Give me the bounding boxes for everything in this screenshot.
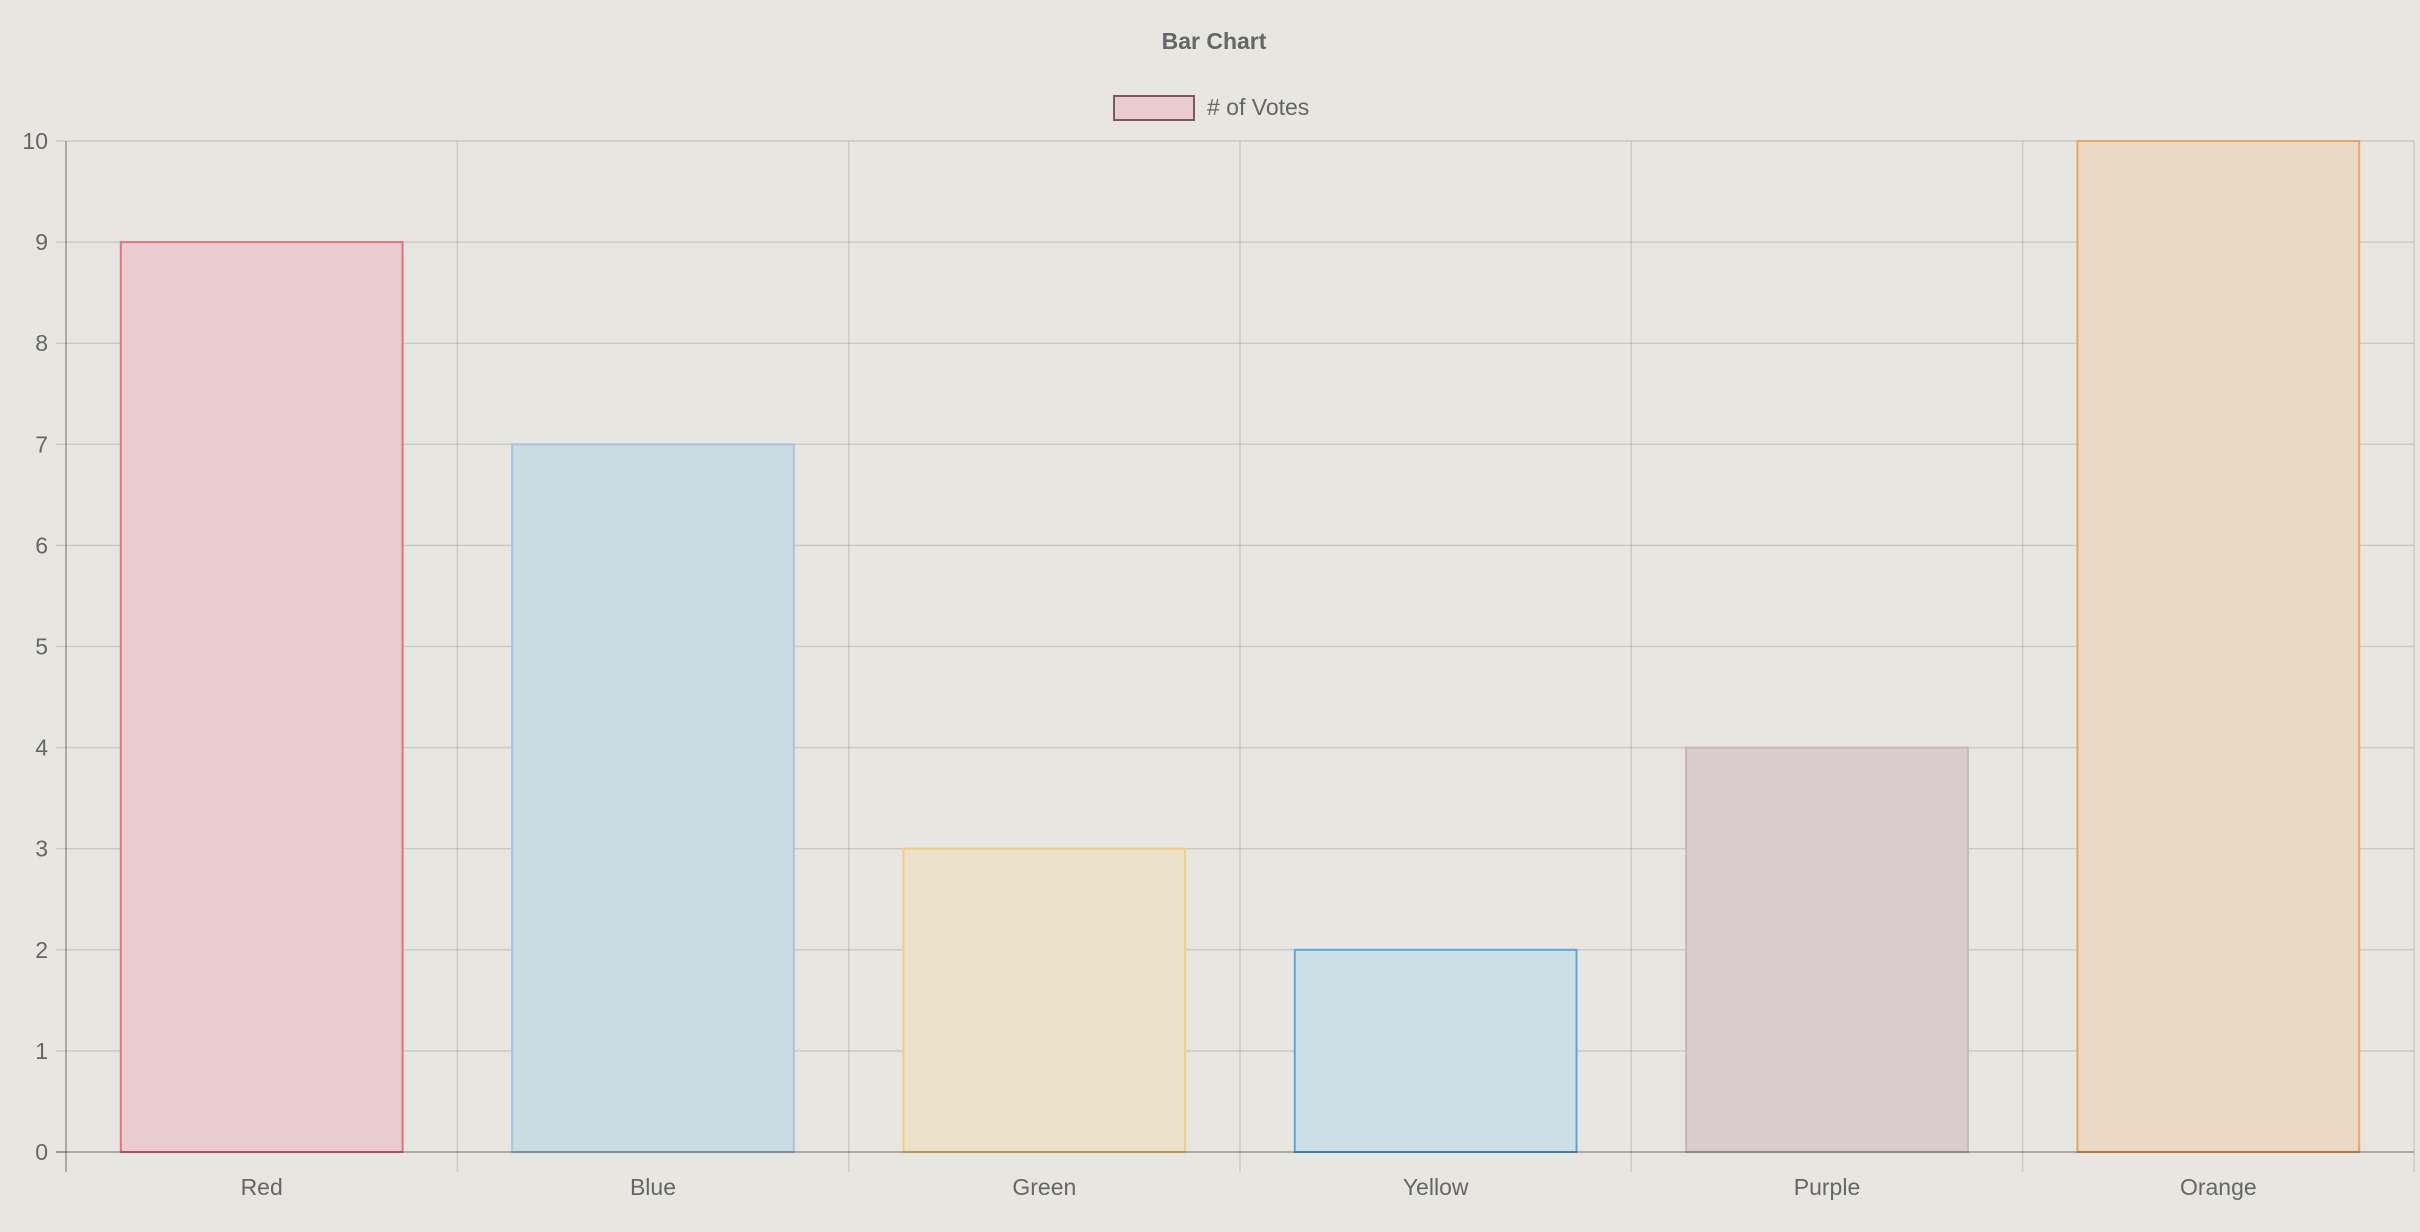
y-tick-label: 10: [22, 128, 48, 154]
x-tick-label: Red: [241, 1174, 283, 1200]
legend-swatch: [1113, 95, 1195, 121]
bar-yellow[interactable]: [1293, 948, 1578, 1153]
y-tick-label: 4: [35, 735, 48, 761]
grid: [56, 140, 2415, 1172]
bar-orange[interactable]: [2076, 140, 2361, 1153]
y-tick-label: 1: [35, 1038, 48, 1064]
x-tick-label: Blue: [630, 1174, 676, 1200]
bar-green[interactable]: [902, 847, 1187, 1153]
x-tick-label: Green: [1012, 1174, 1076, 1200]
y-tick-label: 9: [35, 229, 48, 255]
x-tick-label: Orange: [2180, 1174, 2257, 1200]
x-tick-label: Purple: [1794, 1174, 1860, 1200]
bar-blue[interactable]: [511, 443, 795, 1153]
y-tick-label: 7: [35, 431, 48, 457]
y-tick-label: 6: [35, 532, 48, 558]
bars: [119, 140, 2361, 1154]
bar-red[interactable]: [119, 241, 404, 1154]
y-tick-labels: 0 1 2 3 4 5 6 7 8 9 10: [22, 128, 48, 1165]
x-tick-labels: Red Blue Green Yellow Purple Orange: [241, 1174, 2257, 1200]
x-tick-label: Yellow: [1403, 1174, 1469, 1200]
legend-label: # of Votes: [1207, 94, 1309, 120]
chart-title: Bar Chart: [1162, 28, 1267, 54]
y-tick-label: 3: [35, 836, 48, 862]
bar-purple[interactable]: [1685, 746, 1969, 1153]
legend[interactable]: # of Votes: [1113, 94, 1309, 121]
axes: [56, 141, 2414, 1172]
y-tick-label: 5: [35, 634, 48, 660]
y-tick-label: 8: [35, 330, 48, 356]
y-tick-label: 0: [35, 1139, 48, 1165]
y-tick-label: 2: [35, 937, 48, 963]
